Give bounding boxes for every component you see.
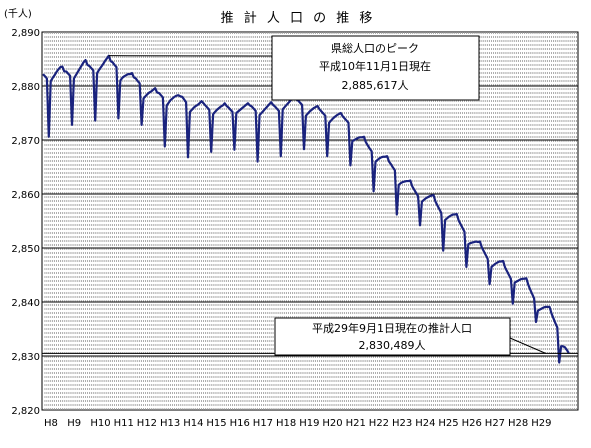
x-tick-label: H26 <box>462 418 482 429</box>
y-tick-label: 2,880 <box>11 82 40 93</box>
vertical-gridlines <box>44 32 577 410</box>
peak-callout-line-2: 平成10年11月1日現在 <box>319 59 431 73</box>
x-tick-label: H28 <box>508 418 528 429</box>
y-tick-label: 2,890 <box>11 28 40 39</box>
latest-callout: 平成29年9月1日現在の推計人口 2,830,489人 <box>42 317 578 356</box>
x-tick-label: H10 <box>90 418 110 429</box>
peak-callout-line-3: 2,885,617人 <box>342 79 409 92</box>
y-axis-unit-label: (千人) <box>4 8 32 20</box>
x-tick-label: H18 <box>276 418 296 429</box>
latest-callout-line-1: 平成29年9月1日現在の推計人口 <box>312 321 472 335</box>
x-tick-label: H19 <box>299 418 319 429</box>
x-tick-label: H16 <box>230 418 250 429</box>
latest-callout-leader <box>509 337 546 354</box>
y-tick-label: 2,850 <box>11 244 40 255</box>
x-axis-tick-labels: H8 H9 H10 H11 H12 H13 H14 H15 H16 H17 H18 H19 H20 H21… <box>44 418 551 429</box>
y-tick-label: 2,820 <box>11 406 40 417</box>
x-tick-label: H27 <box>485 418 505 429</box>
x-tick-label: H8 <box>44 418 58 429</box>
peak-callout: 県総人口のピーク 平成10年11月1日現在 2,885,617人 <box>108 35 480 101</box>
x-tick-label: H13 <box>160 418 180 429</box>
x-tick-label: H22 <box>369 418 389 429</box>
x-tick-label: H25 <box>438 418 458 429</box>
peak-callout-box <box>271 35 480 101</box>
x-tick-label: H23 <box>392 418 412 429</box>
x-tick-label: H15 <box>206 418 226 429</box>
x-tick-label: H12 <box>137 418 157 429</box>
series-layer <box>42 54 570 364</box>
latest-callout-line-2: 2,830,489人 <box>359 339 426 352</box>
x-tick-label: H17 <box>253 418 273 429</box>
x-tick-label: H29 <box>531 418 551 429</box>
latest-callout-box <box>274 317 511 356</box>
x-tick-label: H24 <box>415 418 435 429</box>
population-series-line <box>42 54 570 364</box>
peak-callout-line-1: 県総人口のピーク <box>331 41 419 55</box>
y-tick-label: 2,830 <box>11 352 40 363</box>
y-axis-tick-labels: 2,820 2,830 2,840 2,850 2,860 2,870 2,880 2,890 <box>11 28 40 417</box>
chart-title: 推 計 人 口 の 推 移 <box>221 10 376 26</box>
y-tick-label: 2,860 <box>11 190 40 201</box>
x-tick-label: H14 <box>183 418 203 429</box>
horizontal-gridlines <box>42 85 578 357</box>
x-tick-label: H20 <box>322 418 342 429</box>
y-tick-label: 2,870 <box>11 136 40 147</box>
x-tick-label: H21 <box>346 418 366 429</box>
x-tick-label: H9 <box>67 418 81 429</box>
x-tick-label: H11 <box>114 418 134 429</box>
y-tick-label: 2,840 <box>11 298 40 309</box>
